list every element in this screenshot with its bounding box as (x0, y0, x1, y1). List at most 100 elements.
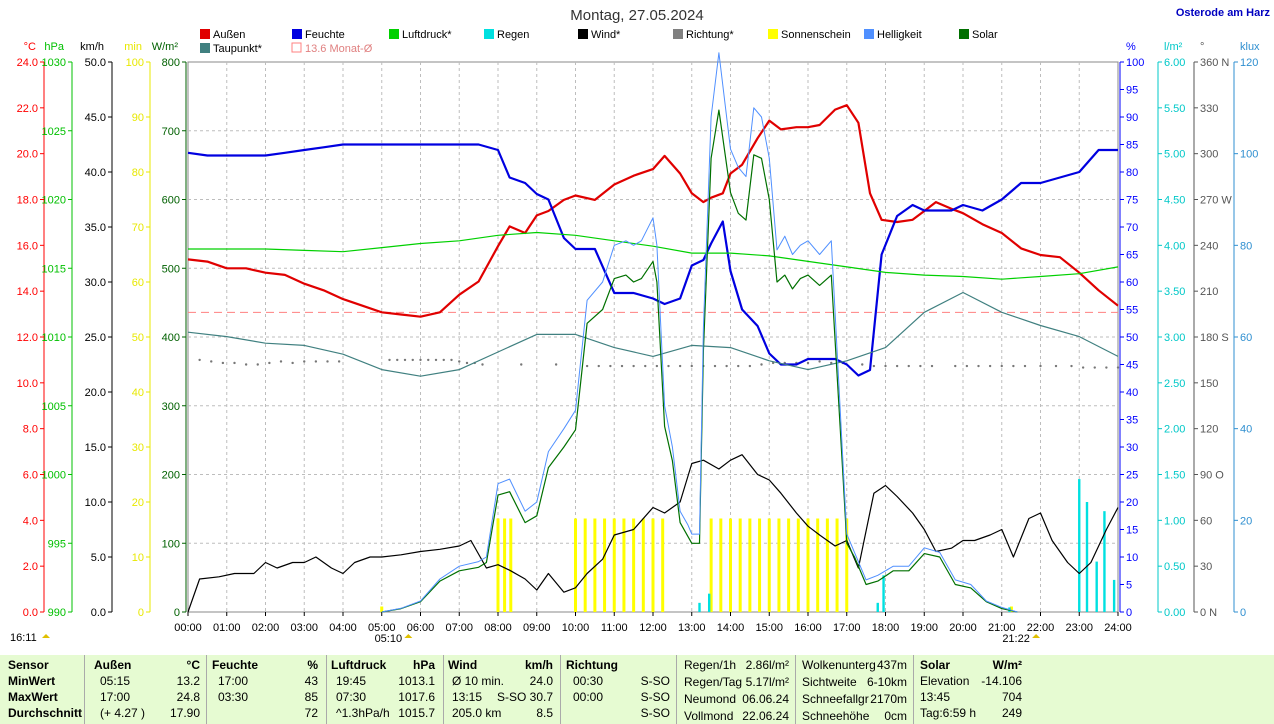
axis-tick-label: 60 (1240, 332, 1252, 344)
stats-misc-label: Vollmond (684, 709, 734, 723)
direction-point (520, 363, 523, 366)
stats-header-unit: W/m² (992, 658, 1022, 672)
axis-tick-label: 150 (1200, 378, 1218, 390)
axis-tick-label: 30.0 (85, 277, 106, 289)
direction-point (655, 364, 659, 368)
x-tick-label: 13:00 (678, 622, 706, 634)
stats-feuchte-time: 17:00 (218, 674, 249, 688)
direction-point (221, 361, 225, 365)
axis-unit: klux (1240, 41, 1260, 53)
axis-tick-label: 100 (126, 57, 144, 69)
axis-tick-label: 0.50 (1164, 561, 1185, 573)
legend-swatch (484, 29, 494, 39)
axis-tick-label: 1010 (42, 332, 66, 344)
direction-point (256, 363, 259, 366)
legend-label: Solar (972, 29, 998, 41)
x-tick-label: 23:00 (1065, 622, 1093, 634)
axis-tick-label: 40 (132, 387, 144, 399)
axis-unit: hPa (44, 41, 64, 53)
series-line-feuchte (187, 143, 1118, 377)
sunshine-bar (641, 518, 645, 612)
legend-swatch (578, 29, 588, 39)
sunshine-bar (738, 518, 742, 612)
axis-tick-label: 15.0 (85, 442, 106, 454)
stats-wind-time: 13:15 (452, 690, 483, 704)
right-axis: ° 360 N 330 300 270 W 240 210 180 S 150 120 90 O 60… (1193, 41, 1232, 619)
axis-tick-label: 40.0 (85, 167, 106, 179)
stats-header-unit: hPa (412, 658, 435, 672)
sunshine-bar (380, 606, 384, 612)
direction-point (725, 364, 728, 368)
x-tick-label: 09:00 (523, 622, 551, 634)
legend-swatch (200, 29, 210, 39)
stats-misc-value: 2.86l/m² (745, 658, 789, 672)
location-label: Osterode am Harz (1176, 7, 1271, 19)
x-tick-label: 01:00 (213, 622, 241, 634)
axis-unit: ° (1200, 41, 1204, 53)
sunshine-bar (758, 518, 762, 612)
stats-misc-label: Sichtweite (802, 675, 857, 689)
x-tick-label: 05:00 (368, 622, 396, 634)
stats-feuchte-time: 03:30 (218, 690, 249, 704)
chart-title: Montag, 27.05.2024 (570, 7, 703, 24)
direction-point (1054, 364, 1058, 368)
rain-bar (698, 602, 701, 612)
sunshine-bar (719, 518, 723, 612)
direction-point (1012, 364, 1015, 368)
stats-wind-value: 8.5 (536, 706, 553, 720)
stats-luftdruck-value: 1017.6 (398, 690, 435, 704)
direction-point (872, 364, 876, 368)
axis-tick-label: 6.00 (1164, 57, 1185, 69)
axis-tick-label: 800 (162, 57, 180, 69)
direction-point (965, 364, 969, 368)
sunshine-bar (651, 518, 655, 612)
axis-unit: km/h (80, 41, 104, 53)
stats-divider (443, 655, 444, 724)
stats-header-richtung: Richtung (566, 658, 618, 672)
direction-point (644, 364, 647, 368)
stats-row-label: MaxWert (8, 690, 58, 704)
axis-tick-label: 0 (174, 607, 180, 619)
direction-point (806, 361, 810, 365)
stats-divider (560, 655, 561, 724)
series-line-wind (187, 454, 1119, 613)
current-time-label: 16:11 (10, 632, 37, 644)
axis-tick-label: 1020 (42, 195, 66, 207)
axis-tick-label: 5.50 (1164, 103, 1185, 115)
x-tick-label: 16:00 (794, 622, 822, 634)
stats-header-solar: Solar (920, 658, 951, 672)
axis-tick-label: 15 (1126, 525, 1138, 537)
x-tick-label: 21:00 (988, 622, 1016, 634)
legend-swatch (389, 29, 399, 39)
stats-divider (326, 655, 327, 724)
axis-tick-label: 0 (138, 607, 144, 619)
stats-solar-label: 13:45 (920, 690, 951, 704)
current-time-icon (42, 634, 50, 638)
direction-point (1000, 364, 1003, 368)
axis-tick-label: 1030 (42, 57, 66, 69)
x-tick-label: 15:00 (755, 622, 783, 634)
direction-point (244, 363, 248, 366)
left-axis: W/m² 800 700 600 500 400 300 200 100 0 (152, 41, 187, 619)
sunshine-bar (777, 518, 781, 612)
stats-header-unit: % (307, 658, 318, 672)
series-line-helligkeit (381, 52, 1018, 613)
stats-misc-value: 06.06.24 (742, 692, 789, 706)
direction-point (396, 358, 399, 362)
axis-tick-label: 100 (1240, 149, 1258, 161)
direction-point (678, 364, 682, 368)
stats-aussen-value: 17.90 (169, 706, 200, 720)
axis-tick-label: 30 (1200, 561, 1212, 573)
axis-tick-label: 120 (1200, 424, 1218, 436)
x-tick-label: 08:00 (484, 622, 512, 634)
stats-divider (676, 655, 677, 724)
direction-point (585, 364, 589, 368)
statistics-panel: Sensor Außen °C Feuchte% Luftdruck hPa Wind km/… (0, 655, 1274, 724)
direction-point (713, 364, 717, 368)
direction-point (442, 358, 445, 362)
stats-misc-label: Schneehöhe (802, 709, 870, 723)
right-axis: klux 120 100 80 60 40 20 0 (1233, 41, 1260, 619)
stats-feuchte-value: 85 (304, 690, 318, 704)
stats-luftdruck-time: 07:30 (336, 690, 367, 704)
